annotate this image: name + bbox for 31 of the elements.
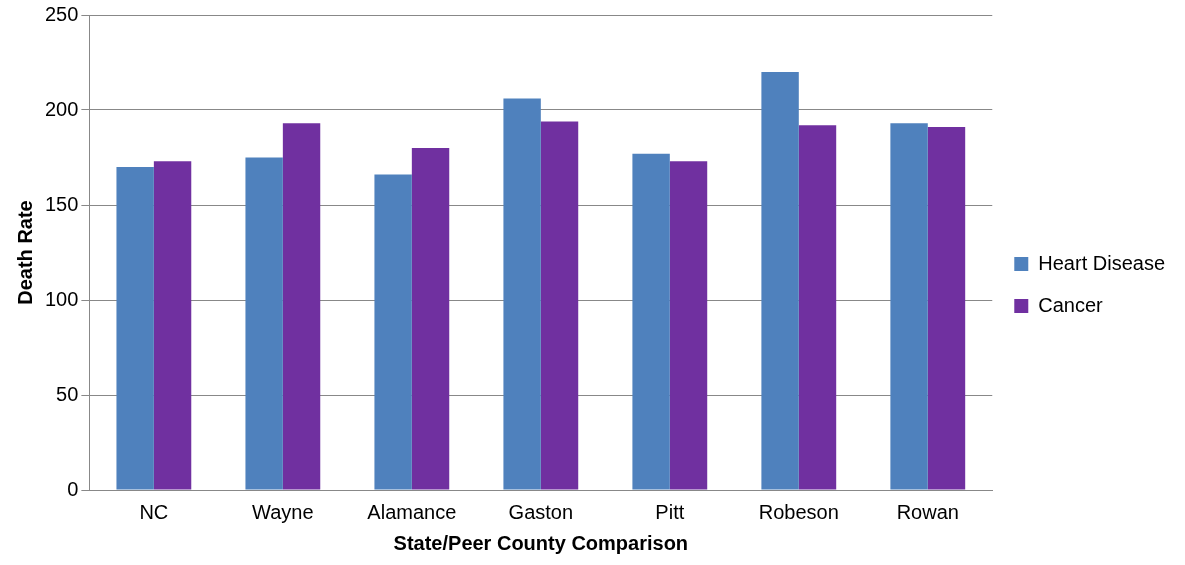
bar: [116, 167, 154, 490]
y-tick-label: 50: [56, 382, 79, 405]
bar: [245, 157, 283, 490]
bar: [761, 72, 799, 490]
legend-label: Heart Disease: [1038, 251, 1165, 274]
x-tick-label: Wayne: [252, 500, 314, 523]
legend-label: Cancer: [1038, 293, 1104, 316]
bar: [503, 98, 541, 490]
y-tick-label: 100: [44, 287, 79, 310]
x-tick-label: NC: [139, 500, 169, 523]
bar: [374, 174, 412, 490]
x-tick-label: Rowan: [896, 500, 959, 523]
bar: [632, 153, 670, 490]
y-tick-label: 150: [44, 192, 79, 215]
bar: [927, 127, 966, 490]
y-tick-label: 0: [67, 477, 79, 500]
bar: [890, 123, 928, 490]
bar: [282, 123, 321, 490]
bar: [153, 161, 192, 490]
x-tick-label: Alamance: [367, 500, 457, 523]
x-tick-label: Robeson: [758, 500, 839, 523]
y-tick-label: 250: [44, 2, 79, 25]
x-axis-title: State/Peer County Comparison: [393, 531, 689, 554]
y-tick-label: 200: [44, 97, 79, 120]
x-tick-label: Pitt: [655, 500, 685, 523]
bar: [669, 161, 708, 490]
bar: [540, 121, 579, 490]
y-axis-title: Death Rate: [13, 200, 36, 305]
bar: [798, 125, 837, 490]
x-tick-label: Gaston: [508, 500, 574, 523]
bar: [411, 148, 450, 490]
